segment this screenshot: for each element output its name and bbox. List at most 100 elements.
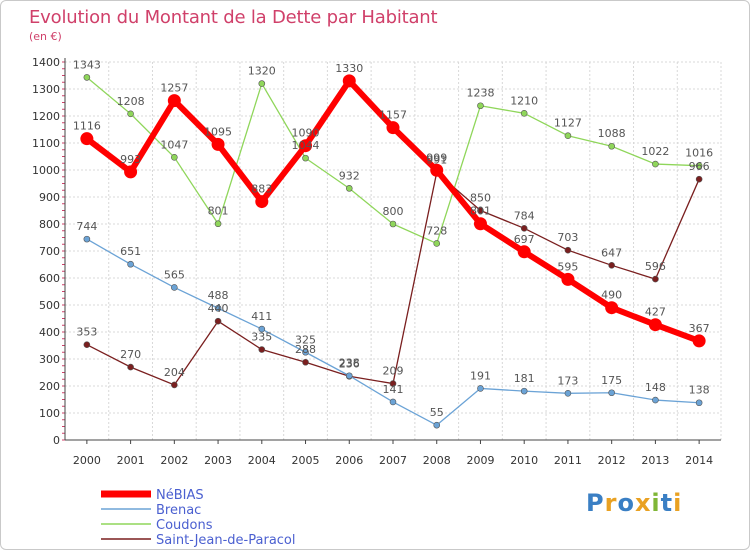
data-label: 1022 bbox=[641, 145, 669, 158]
y-tick-label: 300 bbox=[39, 353, 60, 366]
data-point bbox=[473, 217, 487, 231]
y-tick-label: 400 bbox=[39, 326, 60, 339]
data-point bbox=[433, 240, 441, 247]
data-label: 181 bbox=[514, 372, 535, 385]
data-label: 1047 bbox=[160, 138, 188, 151]
data-point bbox=[258, 80, 266, 87]
data-point bbox=[124, 165, 138, 179]
data-point bbox=[389, 380, 397, 387]
x-tick-label: 2004 bbox=[248, 454, 276, 467]
data-point bbox=[127, 260, 134, 268]
data-label: 325 bbox=[295, 333, 316, 346]
data-point bbox=[564, 389, 572, 397]
x-tick-label: 2006 bbox=[335, 454, 363, 467]
data-label: 728 bbox=[426, 224, 447, 237]
data-label: 488 bbox=[208, 289, 229, 302]
logo-letter: P bbox=[586, 489, 605, 517]
logo-letter: t bbox=[660, 489, 674, 517]
logo-letter: o bbox=[617, 489, 635, 517]
legend-label: NéBIAS bbox=[156, 488, 204, 503]
data-label: 148 bbox=[645, 381, 666, 394]
chart-subtitle: (en €) bbox=[29, 30, 62, 43]
data-point bbox=[520, 225, 528, 232]
data-point bbox=[692, 334, 706, 348]
data-label: 1095 bbox=[204, 125, 232, 138]
data-point bbox=[214, 304, 222, 312]
data-point bbox=[652, 160, 659, 168]
data-label: 175 bbox=[601, 374, 622, 387]
series-layer bbox=[80, 74, 706, 429]
y-tick-label: 1400 bbox=[32, 56, 60, 69]
data-point bbox=[517, 245, 531, 259]
data-point bbox=[433, 421, 441, 429]
data-point bbox=[171, 154, 178, 161]
data-label: 784 bbox=[514, 209, 535, 222]
data-label: 270 bbox=[120, 348, 141, 361]
data-point bbox=[258, 325, 266, 333]
data-label: 596 bbox=[645, 260, 666, 273]
legend-label: Saint-Jean-de-Paracol bbox=[156, 533, 296, 548]
data-point bbox=[561, 272, 575, 286]
data-point bbox=[80, 132, 94, 146]
data-label: 1016 bbox=[685, 147, 713, 160]
data-label: 1127 bbox=[554, 117, 582, 130]
data-label: 490 bbox=[601, 289, 622, 302]
data-point bbox=[389, 220, 397, 228]
data-point bbox=[211, 137, 225, 151]
data-point bbox=[520, 387, 528, 395]
data-label: 1343 bbox=[73, 58, 101, 71]
axes: 0 100 200 300 400 500 600 700 800 900 1000 1100 1200… bbox=[32, 56, 721, 467]
data-label: 1238 bbox=[466, 87, 494, 100]
data-label: 850 bbox=[470, 192, 491, 205]
data-label: 138 bbox=[689, 384, 710, 397]
data-point bbox=[302, 348, 309, 356]
data-label: 595 bbox=[557, 260, 578, 273]
data-label: 367 bbox=[689, 322, 710, 335]
y-tick-label: 600 bbox=[39, 272, 60, 285]
y-tick-label: 1300 bbox=[32, 83, 60, 96]
data-point bbox=[167, 94, 181, 108]
x-tick-label: 2002 bbox=[160, 454, 188, 467]
data-label: 141 bbox=[383, 383, 404, 396]
data-point bbox=[652, 396, 659, 404]
data-label: 966 bbox=[689, 160, 710, 173]
data-label: 651 bbox=[120, 245, 141, 258]
data-point bbox=[648, 318, 662, 332]
data-labels: 1116 993 1257 1095 883 1090 1330 1157 999 801 697 5… bbox=[73, 58, 713, 419]
chart-title: Evolution du Montant de la Dette par Hab… bbox=[29, 7, 438, 28]
data-point bbox=[302, 154, 309, 162]
y-tick-label: 900 bbox=[39, 191, 60, 204]
data-label: 993 bbox=[120, 153, 141, 166]
data-point bbox=[520, 110, 528, 117]
data-label: 801 bbox=[470, 205, 491, 218]
logo-letter: i bbox=[651, 489, 661, 517]
data-label: 697 bbox=[514, 233, 535, 246]
data-label: 353 bbox=[76, 326, 97, 339]
data-label: 1257 bbox=[160, 82, 188, 95]
x-tick-label: 2000 bbox=[73, 454, 101, 467]
data-label: 991 bbox=[426, 153, 447, 166]
y-tick-label: 200 bbox=[39, 380, 60, 393]
data-point bbox=[345, 185, 353, 192]
logo-letter: r bbox=[604, 489, 618, 517]
data-point bbox=[695, 399, 703, 407]
x-tick-label: 2001 bbox=[117, 454, 145, 467]
data-point bbox=[171, 381, 178, 389]
data-label: 238 bbox=[339, 357, 360, 370]
data-point bbox=[477, 207, 484, 214]
data-label: 1090 bbox=[292, 127, 320, 140]
x-tick-label: 2013 bbox=[641, 454, 669, 467]
data-label: 801 bbox=[208, 205, 229, 218]
data-label: 1116 bbox=[73, 120, 101, 133]
logo-letter: i bbox=[673, 489, 683, 517]
data-point bbox=[477, 102, 484, 110]
data-label: 173 bbox=[557, 374, 578, 387]
data-point bbox=[386, 121, 400, 135]
data-point bbox=[127, 110, 134, 118]
y-tick-label: 700 bbox=[39, 245, 60, 258]
logo-letter: x bbox=[634, 489, 652, 517]
data-label: 335 bbox=[251, 331, 272, 344]
data-label: 427 bbox=[645, 306, 666, 319]
data-point bbox=[83, 341, 91, 348]
